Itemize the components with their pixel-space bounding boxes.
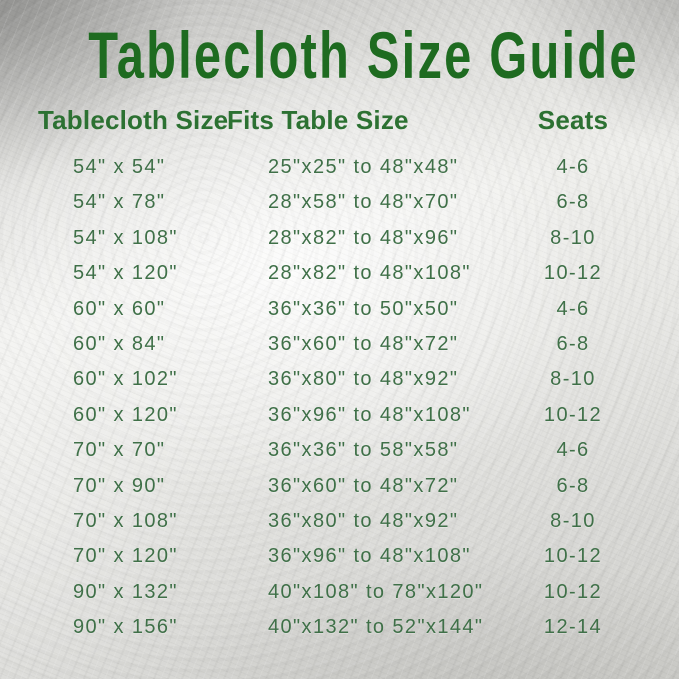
size-cell: 60" x 120" [73,403,178,426]
size-cell: 70" x 108" [73,509,178,532]
table-row: 70" x 108" 36"x80" to 48"x92" 8-10 [0,504,679,539]
seats-cell: 4-6 [556,156,590,178]
seats-cell: 4-6 [556,297,590,320]
size-cell: 70" x 120" [73,545,178,568]
size-cell: 54" x 108" [73,226,178,249]
table-row: 54" x 120" 28"x82" to 48"x108" 10-12 [0,256,679,291]
size-cell: 54" x 78" [73,191,166,214]
fits-cell: 36"x96" to 48"x108" [268,403,471,426]
seats-cell: 6-8 [556,191,590,214]
table-row: 70" x 70" 36"x36" to 58"x58" 4-6 [0,433,679,468]
size-cell: 60" x 102" [73,368,178,391]
table-row: 90" x 132" 40"x108" to 78"x120" 10-12 [0,575,679,610]
column-header-seats: Seats [537,105,609,135]
size-cell: 60" x 84" [73,332,166,355]
seats-cell: 6-8 [556,474,590,497]
size-table: 54" x 54" 25"x25" to 48"x48" 4-6 54" x 7… [0,150,679,645]
size-cell: 54" x 120" [73,262,178,285]
table-row: 60" x 84" 36"x60" to 48"x72" 6-8 [0,327,679,362]
fits-cell: 40"x132" to 52"x144" [268,616,484,639]
table-row: 54" x 54" 25"x25" to 48"x48" 4-6 [0,150,679,185]
seats-cell: 6-8 [556,332,590,355]
fits-cell: 28"x82" to 48"x96" [268,226,459,249]
seats-cell: 10-12 [543,545,603,568]
fits-cell: 28"x82" to 48"x108" [268,262,471,285]
seats-cell: 10-12 [543,580,603,603]
table-row: 70" x 90" 36"x60" to 48"x72" 6-8 [0,469,679,504]
column-header-tablecloth-size: Tablecloth Size [38,105,229,135]
table-row: 54" x 78" 28"x58" to 48"x70" 6-8 [0,185,679,220]
seats-cell: 8-10 [550,509,596,532]
size-cell: 90" x 156" [73,616,178,639]
fits-cell: 36"x36" to 50"x50" [268,297,459,320]
seats-cell: 8-10 [550,226,596,249]
seats-cell: 12-14 [543,616,603,639]
fits-cell: 36"x80" to 48"x92" [268,368,459,391]
size-cell: 70" x 90" [73,474,166,497]
size-cell: 60" x 60" [73,297,166,320]
fits-cell: 36"x60" to 48"x72" [268,332,459,355]
page-title: Tablecloth Size Guide [88,18,639,92]
column-header-fits-table-size: Fits Table Size [227,105,409,135]
size-cell: 70" x 70" [73,439,166,462]
seats-cell: 10-12 [543,403,603,426]
fits-cell: 36"x60" to 48"x72" [268,474,459,497]
table-row: 60" x 102" 36"x80" to 48"x92" 8-10 [0,362,679,397]
table-row: 60" x 60" 36"x36" to 50"x50" 4-6 [0,292,679,327]
table-header-row: Tablecloth Size Fits Table Size Seats [0,103,679,137]
fits-cell: 36"x80" to 48"x92" [268,509,459,532]
fits-cell: 40"x108" to 78"x120" [268,580,484,603]
fits-cell: 28"x58" to 48"x70" [268,191,459,214]
seats-cell: 4-6 [556,439,590,462]
table-row: 60" x 120" 36"x96" to 48"x108" 10-12 [0,398,679,433]
seats-cell: 10-12 [543,262,603,285]
size-cell: 54" x 54" [73,156,166,178]
fits-cell: 25"x25" to 48"x48" [268,156,459,178]
table-row: 70" x 120" 36"x96" to 48"x108" 10-12 [0,539,679,574]
table-row: 54" x 108" 28"x82" to 48"x96" 8-10 [0,221,679,256]
fits-cell: 36"x96" to 48"x108" [268,545,471,568]
table-row: 90" x 156" 40"x132" to 52"x144" 12-14 [0,610,679,645]
size-cell: 90" x 132" [73,580,178,603]
seats-cell: 8-10 [550,368,596,391]
fits-cell: 36"x36" to 58"x58" [268,439,459,462]
